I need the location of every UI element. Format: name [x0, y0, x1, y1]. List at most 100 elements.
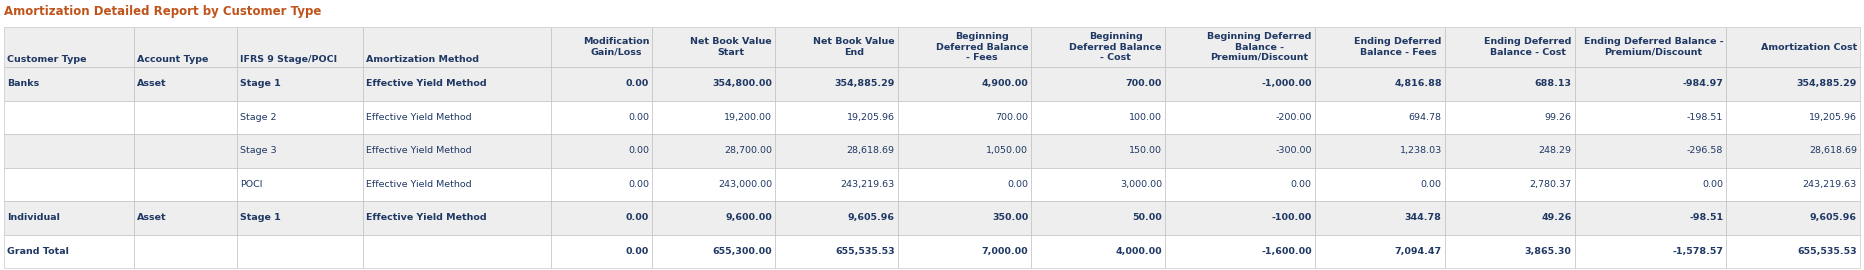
Text: Customer Type: Customer Type	[7, 55, 86, 63]
Bar	[898, 27, 1031, 67]
Text: 700.00: 700.00	[1126, 79, 1161, 88]
Bar	[363, 27, 552, 67]
Text: -1,600.00: -1,600.00	[1262, 247, 1312, 256]
Text: Stage 2: Stage 2	[240, 113, 276, 122]
Bar	[363, 201, 552, 235]
Text: -984.97: -984.97	[1683, 79, 1724, 88]
Bar	[237, 67, 363, 100]
Text: Amortization Cost: Amortization Cost	[1761, 42, 1857, 52]
Bar	[1165, 167, 1314, 201]
Bar	[775, 100, 898, 134]
Text: 243,219.63: 243,219.63	[841, 180, 895, 189]
Text: 19,205.96: 19,205.96	[846, 113, 895, 122]
Bar	[1445, 167, 1575, 201]
Bar	[1575, 201, 1726, 235]
Text: 0.00: 0.00	[628, 146, 649, 155]
Text: 28,618.69: 28,618.69	[1808, 146, 1857, 155]
Text: Individual: Individual	[7, 213, 60, 222]
Text: 243,000.00: 243,000.00	[718, 180, 772, 189]
Bar	[1575, 167, 1726, 201]
Text: 99.26: 99.26	[1545, 113, 1571, 122]
Bar	[1165, 201, 1314, 235]
Text: 2,780.37: 2,780.37	[1530, 180, 1571, 189]
Bar	[1445, 201, 1575, 235]
Bar	[1726, 167, 1860, 201]
Bar	[363, 134, 552, 167]
Text: Stage 1: Stage 1	[240, 213, 281, 222]
Text: 28,618.69: 28,618.69	[846, 146, 895, 155]
Bar	[237, 235, 363, 268]
Text: 7,094.47: 7,094.47	[1394, 247, 1441, 256]
Bar	[1314, 27, 1445, 67]
Text: -1,000.00: -1,000.00	[1262, 79, 1312, 88]
Text: 0.00: 0.00	[1007, 180, 1029, 189]
Text: 7,000.00: 7,000.00	[982, 247, 1029, 256]
Bar	[1575, 235, 1726, 268]
Text: 694.78: 694.78	[1409, 113, 1441, 122]
Bar	[652, 67, 775, 100]
Bar	[1165, 27, 1314, 67]
Bar	[1445, 100, 1575, 134]
Text: 100.00: 100.00	[1130, 113, 1161, 122]
Text: Effective Yield Method: Effective Yield Method	[367, 213, 487, 222]
Bar	[134, 67, 237, 100]
Text: Effective Yield Method: Effective Yield Method	[367, 180, 472, 189]
Text: Ending Deferred
Balance - Cost: Ending Deferred Balance - Cost	[1484, 38, 1571, 56]
Bar	[1726, 134, 1860, 167]
Bar	[1165, 235, 1314, 268]
Text: Stage 1: Stage 1	[240, 79, 281, 88]
Bar	[775, 167, 898, 201]
Bar	[4, 27, 134, 67]
Text: Ending Deferred Balance -
Premium/Discount: Ending Deferred Balance - Premium/Discou…	[1584, 38, 1724, 56]
Bar	[1031, 235, 1165, 268]
Bar	[237, 167, 363, 201]
Bar	[4, 235, 134, 268]
Bar	[775, 27, 898, 67]
Text: Asset: Asset	[136, 79, 166, 88]
Bar	[1445, 67, 1575, 100]
Text: 688.13: 688.13	[1534, 79, 1571, 88]
Bar	[363, 67, 552, 100]
Text: 655,535.53: 655,535.53	[835, 247, 895, 256]
Text: 9,600.00: 9,600.00	[725, 213, 772, 222]
Text: -100.00: -100.00	[1271, 213, 1312, 222]
Bar	[237, 201, 363, 235]
Text: 28,700.00: 28,700.00	[723, 146, 772, 155]
Text: 0.00: 0.00	[628, 180, 649, 189]
Bar	[1031, 100, 1165, 134]
Bar	[775, 201, 898, 235]
Text: 50.00: 50.00	[1131, 213, 1161, 222]
Bar	[134, 100, 237, 134]
Text: 4,000.00: 4,000.00	[1115, 247, 1161, 256]
Bar	[898, 167, 1031, 201]
Bar	[1165, 100, 1314, 134]
Text: 19,205.96: 19,205.96	[1808, 113, 1857, 122]
Text: 655,300.00: 655,300.00	[712, 247, 772, 256]
Bar	[4, 100, 134, 134]
Text: 3,865.30: 3,865.30	[1525, 247, 1571, 256]
Bar	[1726, 27, 1860, 67]
Text: Banks: Banks	[7, 79, 39, 88]
Text: 0.00: 0.00	[626, 247, 649, 256]
Text: 0.00: 0.00	[628, 113, 649, 122]
Bar	[775, 134, 898, 167]
Text: Net Book Value
End: Net Book Value End	[813, 38, 895, 56]
Text: Account Type: Account Type	[136, 55, 209, 63]
Text: 0.00: 0.00	[1420, 180, 1441, 189]
Bar	[1314, 134, 1445, 167]
Bar	[1031, 134, 1165, 167]
Text: 1,050.00: 1,050.00	[986, 146, 1029, 155]
Bar	[1445, 27, 1575, 67]
Bar	[1314, 201, 1445, 235]
Text: 9,605.96: 9,605.96	[1810, 213, 1857, 222]
Bar	[134, 134, 237, 167]
Bar	[1314, 235, 1445, 268]
Text: 49.26: 49.26	[1542, 213, 1571, 222]
Bar	[1031, 67, 1165, 100]
Bar	[898, 134, 1031, 167]
Text: 243,219.63: 243,219.63	[1802, 180, 1857, 189]
Bar	[552, 235, 652, 268]
Text: Amortization Detailed Report by Customer Type: Amortization Detailed Report by Customer…	[4, 5, 321, 19]
Text: Effective Yield Method: Effective Yield Method	[367, 79, 487, 88]
Bar	[1575, 100, 1726, 134]
